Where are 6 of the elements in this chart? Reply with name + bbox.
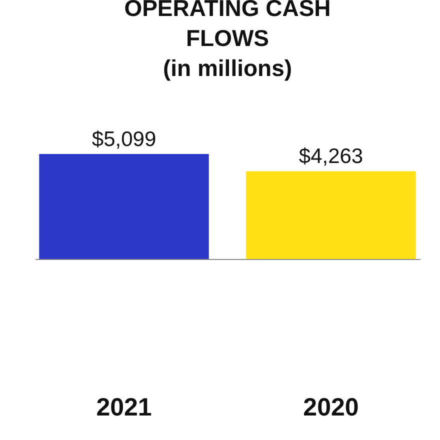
- x-tick-label: 2020: [303, 394, 359, 422]
- chart-subtitle: (in millions): [162, 55, 292, 81]
- data-label: $4,263: [298, 145, 364, 168]
- x-tick-label: 2021: [96, 394, 152, 422]
- data-label: $5,099: [92, 128, 156, 151]
- chart-title: OPERATING CASH FLOWS: [124, 0, 331, 51]
